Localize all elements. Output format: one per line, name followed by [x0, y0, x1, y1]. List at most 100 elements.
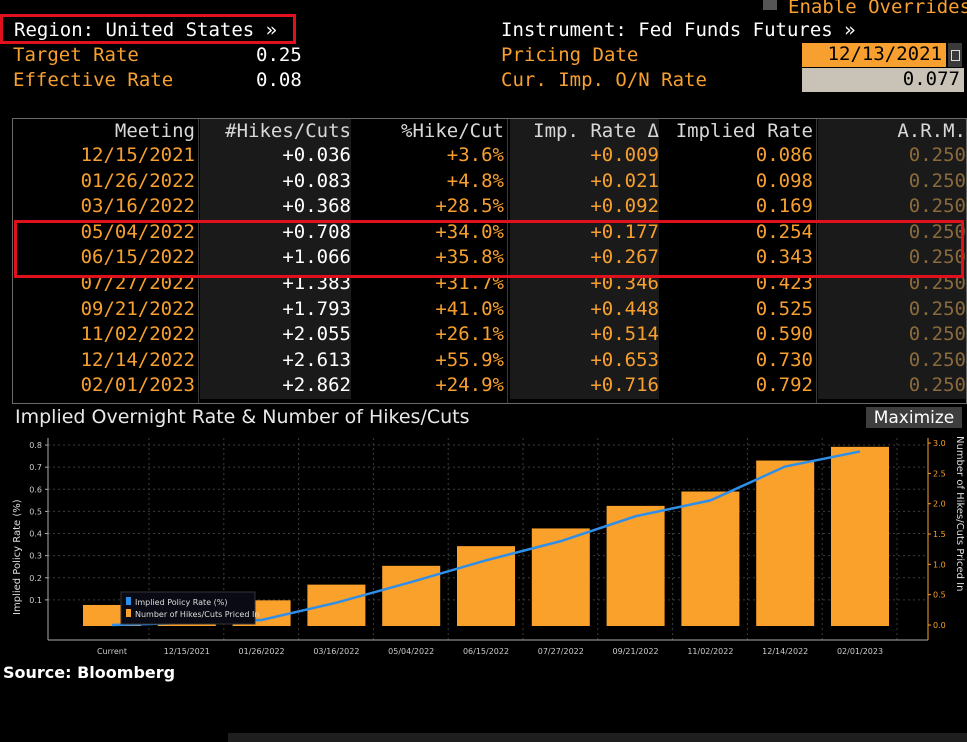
y2-tick-label: 2.0	[933, 500, 946, 509]
cell-pct-hike-cut: +34.0%	[435, 220, 504, 243]
legend-swatch-hikes	[126, 609, 131, 617]
y2-tick-label: 0.5	[933, 591, 946, 600]
x-tick-label: 06/15/2022	[463, 647, 509, 656]
cell-meeting: 01/26/2022	[80, 169, 195, 192]
cell-pct-hike-cut: +3.6%	[446, 144, 504, 166]
col-header-implied-rate[interactable]: Implied Rate	[675, 120, 813, 142]
cell-arm: 0.250	[818, 194, 966, 220]
table-row[interactable]: 06/15/2022 +1.066 +35.8% +0.267 0.343 0.250	[13, 245, 966, 271]
y2-tick-label: 1.5	[933, 530, 946, 539]
table-row[interactable]: 12/14/2022 +2.613 +55.9% +0.653 0.730 0.250	[13, 347, 966, 374]
table-row[interactable]: 09/21/2022 +1.793 +41.0% +0.448 0.525 0.250	[13, 296, 966, 323]
meetings-table: Meeting #Hikes/Cuts %Hike/Cut Imp. Rate …	[12, 118, 967, 404]
cell-pct-hike-cut: +55.9%	[435, 348, 504, 371]
instrument-selector[interactable]: Instrument: Fed Funds Futures »	[501, 19, 856, 41]
cell-meeting: 05/04/2022	[80, 220, 195, 243]
cell-meeting: 12/14/2022	[80, 348, 195, 371]
legend-item-rate: Implied Policy Rate (%)	[135, 598, 228, 607]
region-selector[interactable]: Region: United States »	[14, 19, 278, 41]
col-header-imp-rate-delta[interactable]: Imp. Rate Δ	[510, 119, 659, 143]
table-row[interactable]: 11/02/2022 +2.055 +26.1% +0.514 0.590 0.250	[13, 322, 966, 348]
y-tick-label: 0.8	[29, 441, 42, 450]
legend-swatch-rate	[126, 597, 131, 605]
y2-tick-label: 0.0	[933, 621, 946, 630]
col-header-pct-hike-cut[interactable]: %Hike/Cut	[401, 120, 504, 142]
cell-hikes-cuts: +1.793	[200, 296, 351, 323]
x-tick-label: 12/14/2022	[762, 647, 808, 656]
x-tick-label: 02/01/2023	[837, 647, 883, 656]
cell-pct-hike-cut: +28.5%	[435, 195, 504, 218]
bar-implied-rate	[756, 460, 815, 626]
effective-rate-value: 0.08	[256, 69, 302, 91]
col-header-meeting[interactable]: Meeting	[114, 120, 195, 142]
bar-implied-rate	[681, 491, 740, 626]
effective-rate-label: Effective Rate	[13, 69, 174, 91]
cell-arm: 0.250	[818, 168, 966, 195]
enable-overrides-checkbox[interactable]	[763, 0, 777, 10]
pricing-date-label: Pricing Date	[501, 44, 639, 66]
x-tick-label: 05/04/2022	[388, 647, 434, 656]
maximize-button[interactable]: Maximize	[866, 407, 962, 429]
source-note: Source: Bloomberg	[3, 663, 176, 682]
cell-imp-rate-delta: +0.514	[510, 322, 659, 348]
cell-arm: 0.250	[818, 245, 966, 271]
bar-implied-rate	[307, 584, 366, 626]
calendar-icon	[951, 50, 960, 61]
table-row[interactable]: 01/26/2022 +0.083 +4.8% +0.021 0.098 0.250	[13, 168, 966, 195]
cell-imp-rate-delta: +0.021	[510, 168, 659, 195]
cell-hikes-cuts: +0.036	[200, 143, 351, 169]
cell-implied-rate: 0.730	[755, 348, 813, 371]
cell-implied-rate: 0.098	[755, 169, 813, 192]
table-row[interactable]: 02/01/2023 +2.862 +24.9% +0.716 0.792 0.250	[13, 373, 966, 399]
bottom-bar	[228, 733, 967, 742]
rows-highlight-box	[14, 220, 964, 278]
target-rate-value: 0.25	[256, 44, 302, 66]
table-row[interactable]: 12/15/2021 +0.036 +3.6% +0.009 0.086 0.250	[13, 143, 966, 169]
enable-overrides-label[interactable]: Enable Overrides	[788, 0, 967, 18]
cell-pct-hike-cut: +35.8%	[435, 246, 504, 269]
cell-hikes-cuts: +0.708	[200, 219, 351, 246]
x-tick-label: 03/16/2022	[313, 647, 359, 656]
cur-imp-rate-input[interactable]: 0.077	[802, 68, 964, 92]
col-divider	[507, 119, 508, 403]
cell-arm: 0.250	[818, 143, 966, 169]
pricing-date-button[interactable]	[948, 43, 962, 67]
cell-hikes-cuts: +2.862	[200, 373, 351, 399]
cell-implied-rate: 0.086	[755, 144, 813, 166]
cell-meeting: 09/21/2022	[80, 297, 195, 320]
x-tick-label: 09/21/2022	[613, 647, 659, 656]
y-tick-label: 0.2	[29, 574, 42, 583]
legend-item-hikes: Number of Hikes/Cuts Priced In	[135, 610, 259, 619]
col-header-hikes-cuts[interactable]: #Hikes/Cuts	[200, 119, 351, 143]
x-tick-label: 07/27/2022	[538, 647, 584, 656]
cell-implied-rate: 0.254	[755, 220, 813, 243]
cell-imp-rate-delta: +0.177	[510, 219, 659, 246]
rate-chart: 0.1 0.2 0.3 0.4 0.5 0.6 0.7 0.8 0.0 0.5 1.0 1.5 2.0…	[0, 428, 967, 660]
x-tick-label: 11/02/2022	[687, 647, 733, 656]
table-row[interactable]: 03/16/2022 +0.368 +28.5% +0.092 0.169 0.250	[13, 194, 966, 220]
y2-axis-label: Number of Hikes/Cuts Priced In	[954, 436, 965, 591]
cell-hikes-cuts: +0.368	[200, 194, 351, 220]
bar-implied-rate	[531, 528, 590, 626]
cell-imp-rate-delta: +0.009	[510, 143, 659, 169]
table-row[interactable]: 05/04/2022 +0.708 +34.0% +0.177 0.254 0.250	[13, 219, 966, 246]
cell-arm: 0.250	[818, 347, 966, 374]
cell-pct-hike-cut: +26.1%	[435, 323, 504, 346]
y-tick-label: 0.4	[29, 530, 42, 539]
pricing-date-input[interactable]: 12/13/2021	[802, 43, 946, 67]
cell-implied-rate: 0.792	[755, 374, 813, 397]
legend: Implied Policy Rate (%) Number of Hikes/…	[120, 591, 259, 625]
cell-implied-rate: 0.343	[755, 246, 813, 269]
cell-arm: 0.250	[818, 373, 966, 399]
target-rate-label: Target Rate	[13, 44, 139, 66]
cell-pct-hike-cut: +4.8%	[446, 169, 504, 192]
region-highlight-box	[0, 14, 296, 44]
cell-arm: 0.250	[818, 219, 966, 246]
cell-implied-rate: 0.525	[755, 297, 813, 320]
col-header-arm[interactable]: A.R.M.	[818, 119, 966, 143]
col-divider	[198, 119, 199, 403]
y-tick-label: 0.1	[29, 596, 42, 605]
cell-pct-hike-cut: +41.0%	[435, 297, 504, 320]
y-axis-label: Implied Policy Rate (%)	[12, 499, 23, 615]
cell-meeting: 02/01/2023	[80, 374, 195, 397]
